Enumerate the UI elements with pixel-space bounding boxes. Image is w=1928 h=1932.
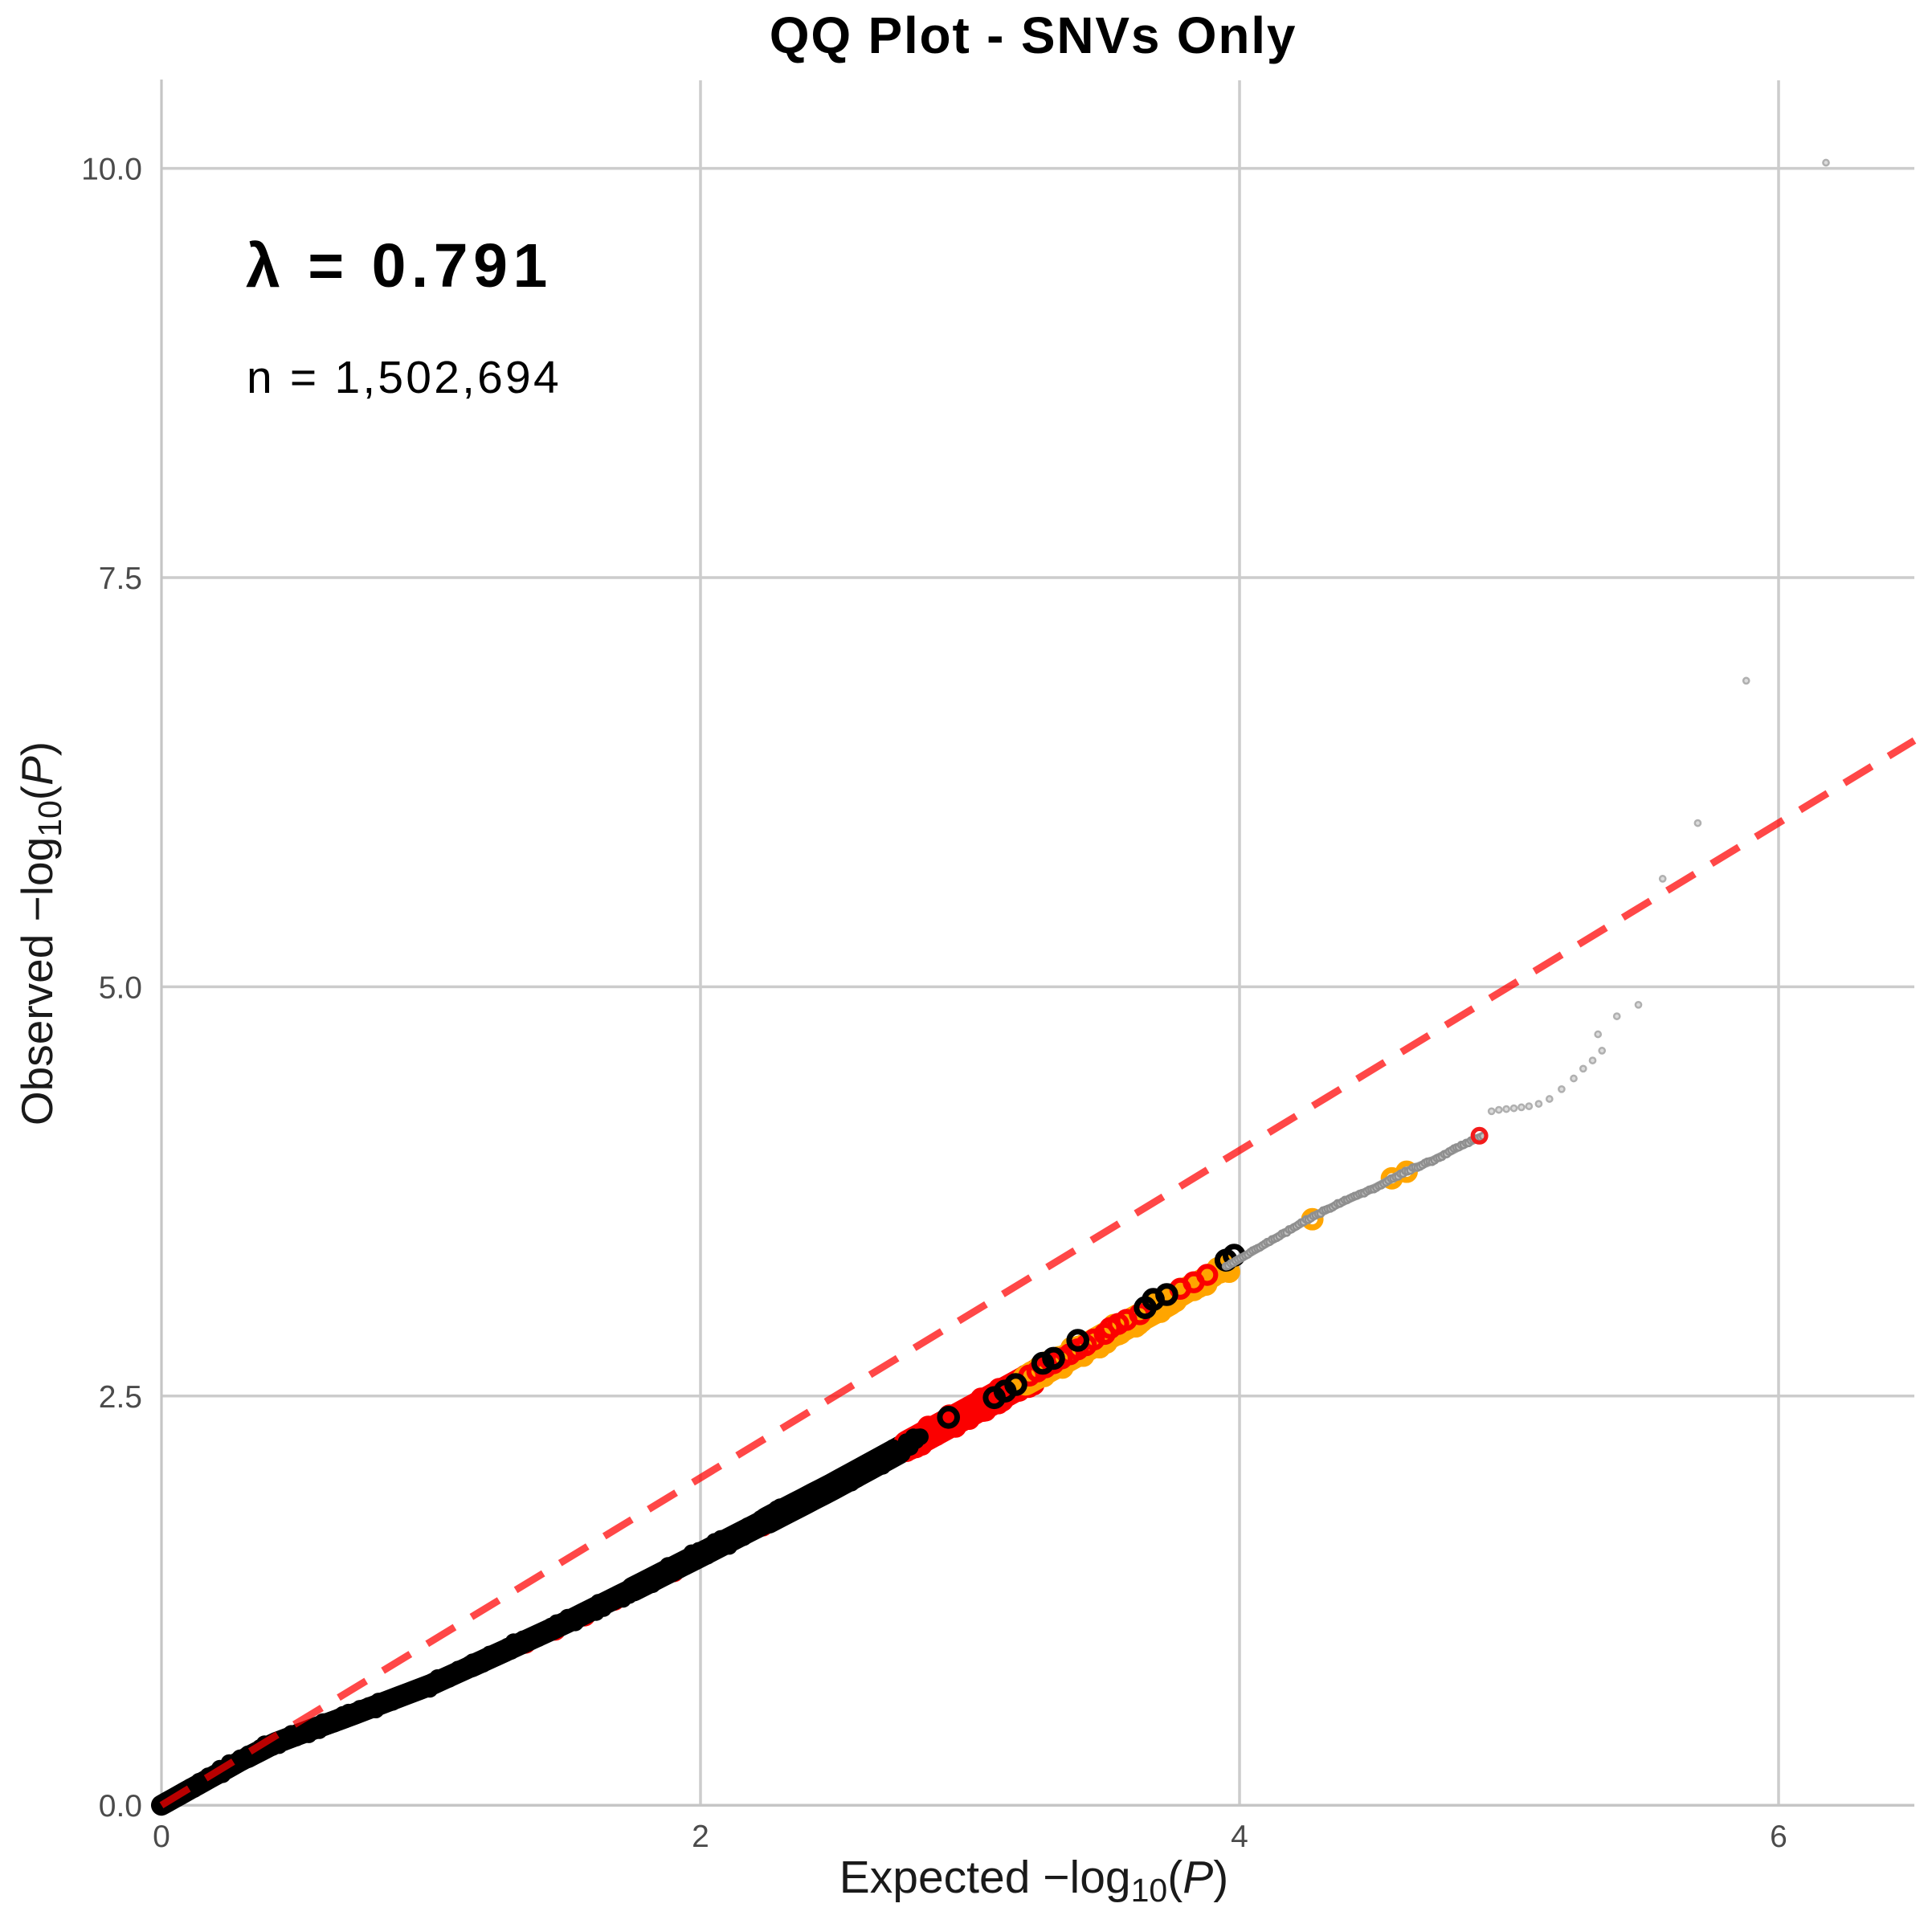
svg-text:n = 1,502,694: n = 1,502,694 bbox=[247, 352, 562, 403]
svg-text:10.0: 10.0 bbox=[81, 153, 142, 187]
svg-text:7.5: 7.5 bbox=[99, 562, 142, 596]
svg-text:λ = 0.791: λ = 0.791 bbox=[246, 231, 553, 300]
svg-text:2: 2 bbox=[692, 1820, 709, 1854]
svg-text:0: 0 bbox=[153, 1820, 170, 1854]
svg-text:6: 6 bbox=[1770, 1820, 1787, 1854]
svg-text:QQ Plot - SNVs Only: QQ Plot - SNVs Only bbox=[770, 6, 1297, 64]
svg-text:2.5: 2.5 bbox=[99, 1380, 142, 1415]
svg-text:0.0: 0.0 bbox=[99, 1789, 142, 1824]
svg-text:4: 4 bbox=[1231, 1820, 1248, 1854]
svg-text:Expected −log10(P): Expected −log10(P) bbox=[839, 1852, 1228, 1909]
svg-text:5.0: 5.0 bbox=[99, 970, 142, 1005]
svg-text:Observed −log10(P): Observed −log10(P) bbox=[12, 741, 68, 1125]
